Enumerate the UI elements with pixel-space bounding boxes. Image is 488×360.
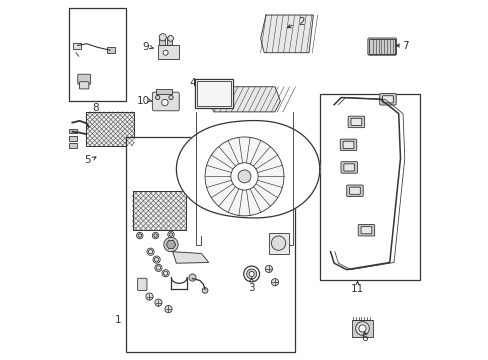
Circle shape (202, 288, 207, 293)
Bar (268, 233, 288, 253)
Bar (351, 320, 372, 337)
Circle shape (145, 293, 153, 300)
FancyBboxPatch shape (349, 187, 360, 194)
Bar (69, 136, 77, 140)
Text: 5: 5 (84, 155, 91, 165)
Polygon shape (172, 252, 208, 263)
Circle shape (163, 50, 168, 55)
Text: 2: 2 (298, 17, 305, 27)
Circle shape (167, 231, 174, 238)
FancyBboxPatch shape (343, 141, 353, 148)
FancyBboxPatch shape (379, 94, 395, 105)
Circle shape (358, 325, 366, 332)
Circle shape (238, 170, 250, 183)
Bar (69, 143, 77, 148)
Circle shape (265, 265, 272, 273)
Circle shape (188, 274, 196, 281)
Circle shape (155, 95, 160, 100)
Bar (158, 45, 178, 59)
Circle shape (271, 279, 278, 286)
Circle shape (152, 232, 159, 239)
Bar (69, 129, 77, 134)
Circle shape (154, 257, 159, 262)
Circle shape (230, 163, 258, 190)
Bar (126, 137, 294, 352)
Circle shape (167, 36, 173, 41)
Text: 6: 6 (361, 333, 367, 343)
Bar (106, 47, 115, 53)
Circle shape (249, 271, 254, 276)
Circle shape (136, 232, 142, 239)
Text: 9: 9 (142, 42, 149, 52)
Polygon shape (260, 15, 313, 53)
Bar (132, 192, 185, 230)
Polygon shape (176, 121, 319, 218)
FancyBboxPatch shape (343, 164, 354, 171)
Bar (132, 192, 185, 230)
Bar (319, 94, 419, 280)
Circle shape (271, 236, 285, 250)
Bar (86, 112, 134, 146)
Text: 4: 4 (189, 78, 195, 88)
FancyBboxPatch shape (340, 162, 357, 173)
Text: 8: 8 (92, 103, 99, 113)
Bar (166, 37, 172, 45)
Circle shape (168, 95, 173, 100)
Text: 1: 1 (115, 315, 122, 325)
Circle shape (246, 269, 256, 279)
Circle shape (169, 233, 172, 236)
FancyBboxPatch shape (367, 38, 396, 55)
Text: 3: 3 (248, 283, 254, 293)
Circle shape (138, 234, 142, 237)
Bar (368, 40, 394, 54)
FancyBboxPatch shape (360, 226, 371, 234)
Bar (159, 37, 164, 45)
Bar (197, 81, 230, 106)
FancyBboxPatch shape (347, 116, 364, 128)
FancyBboxPatch shape (137, 278, 147, 291)
Bar (195, 79, 232, 108)
Bar (86, 112, 134, 146)
Circle shape (156, 266, 160, 270)
FancyBboxPatch shape (346, 185, 363, 197)
FancyBboxPatch shape (350, 118, 361, 126)
FancyBboxPatch shape (340, 139, 356, 150)
Polygon shape (208, 87, 280, 112)
Circle shape (153, 234, 157, 237)
Text: 11: 11 (350, 284, 364, 294)
Circle shape (159, 34, 166, 41)
FancyBboxPatch shape (357, 225, 374, 236)
Circle shape (155, 299, 162, 306)
FancyBboxPatch shape (80, 82, 89, 89)
Circle shape (163, 271, 167, 275)
FancyBboxPatch shape (382, 96, 392, 103)
Circle shape (162, 99, 168, 106)
Circle shape (204, 137, 284, 216)
FancyBboxPatch shape (78, 74, 90, 84)
Text: 7: 7 (402, 41, 408, 50)
Polygon shape (166, 240, 175, 249)
Bar (73, 42, 81, 49)
Circle shape (244, 266, 259, 282)
Text: 10: 10 (137, 96, 150, 106)
FancyBboxPatch shape (152, 92, 179, 111)
Bar (69, 8, 126, 101)
Circle shape (163, 237, 178, 252)
Circle shape (355, 321, 368, 335)
Bar (155, 89, 171, 94)
Circle shape (148, 249, 152, 254)
Circle shape (164, 306, 172, 313)
